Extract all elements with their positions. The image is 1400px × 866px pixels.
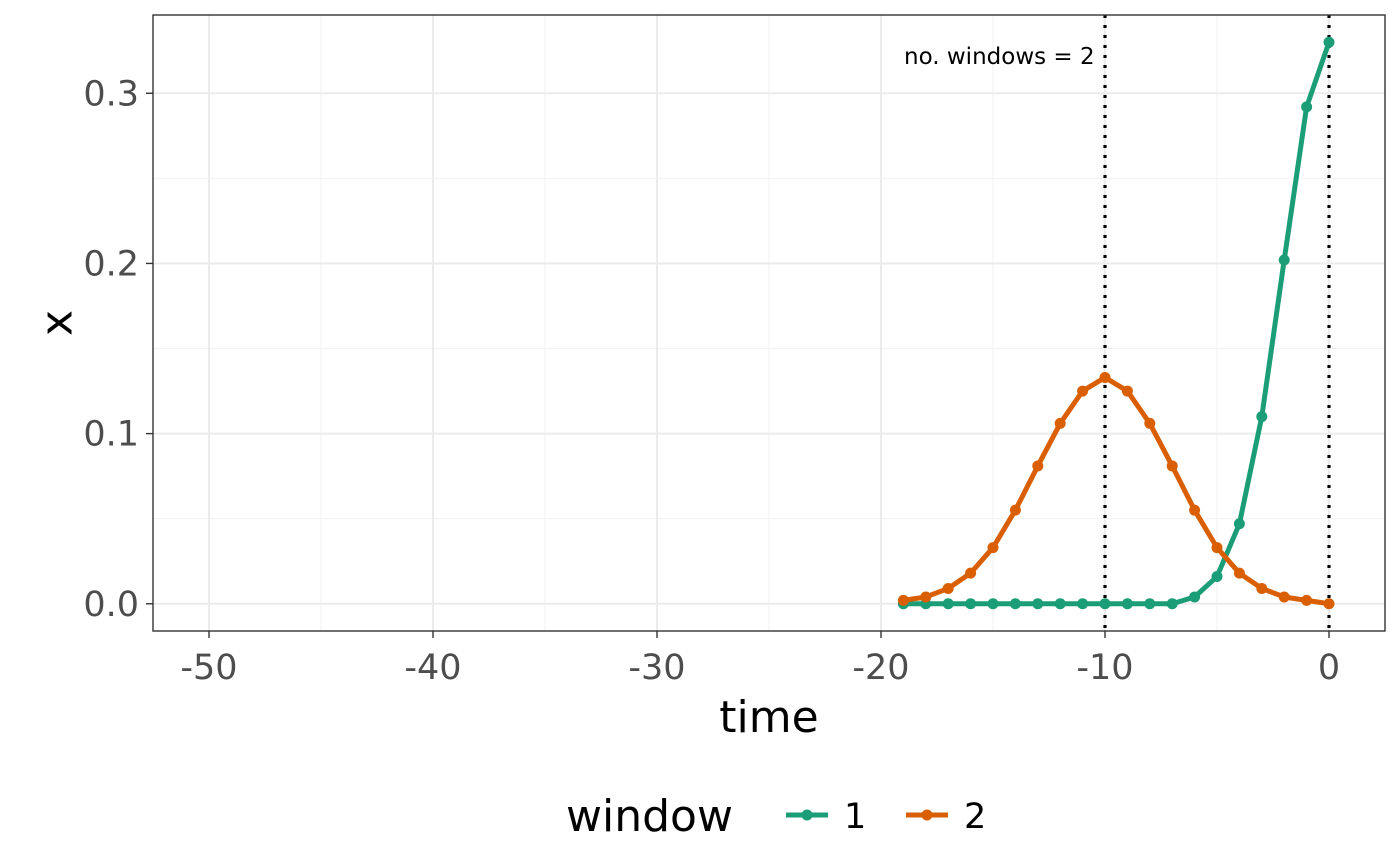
x-tick-label: -50 bbox=[180, 648, 237, 688]
data-point bbox=[1233, 567, 1245, 579]
data-point bbox=[1099, 598, 1111, 610]
y-axis-title: x bbox=[31, 310, 82, 336]
data-point bbox=[965, 567, 977, 579]
data-point bbox=[1323, 36, 1335, 48]
data-point bbox=[1121, 598, 1133, 610]
x-tick-label: -40 bbox=[404, 648, 461, 688]
data-point bbox=[1077, 598, 1089, 610]
y-tick-label: 0.3 bbox=[83, 74, 139, 114]
series-1 bbox=[897, 36, 1335, 610]
x-tick-label: -30 bbox=[628, 648, 685, 688]
legend-label: 1 bbox=[844, 797, 866, 837]
plot-panel-border bbox=[152, 14, 1386, 632]
legend-key-point bbox=[921, 809, 933, 821]
data-point bbox=[1121, 385, 1133, 397]
data-point bbox=[1233, 518, 1245, 530]
x-tick-label: -10 bbox=[1076, 648, 1133, 688]
y-tick-label: 0.1 bbox=[83, 415, 139, 455]
data-point bbox=[942, 598, 954, 610]
data-point bbox=[1144, 417, 1156, 429]
reference-lines bbox=[1103, 15, 1331, 631]
data-point bbox=[1301, 594, 1313, 606]
x-tick-label: 0 bbox=[1318, 648, 1340, 688]
axes: -50 -40 -30 -20 -10 0 0.0 0.1 0.2 0.3 bbox=[83, 74, 1340, 688]
legend-key-point bbox=[801, 809, 813, 821]
legend-label: 2 bbox=[964, 797, 986, 837]
legend-item-1: 1 bbox=[786, 797, 866, 837]
legend-item-2: 2 bbox=[906, 797, 986, 837]
series-line bbox=[900, 39, 1332, 607]
data-point bbox=[1032, 460, 1044, 472]
grid bbox=[153, 15, 1385, 631]
data-point bbox=[965, 598, 977, 610]
data-point bbox=[1077, 385, 1089, 397]
data-point bbox=[987, 598, 999, 610]
data-point bbox=[1009, 598, 1021, 610]
data-point bbox=[1278, 254, 1290, 266]
data-point bbox=[1278, 591, 1290, 603]
data-point bbox=[1189, 504, 1201, 516]
y-tick-label: 0.0 bbox=[83, 585, 139, 625]
series-lines bbox=[897, 36, 1335, 610]
legend-title: window bbox=[566, 791, 733, 842]
y-tick-label: 0.2 bbox=[83, 244, 139, 284]
data-point bbox=[987, 542, 999, 554]
data-point bbox=[1009, 504, 1021, 516]
data-point bbox=[1032, 598, 1044, 610]
data-point bbox=[1301, 101, 1313, 113]
series-2 bbox=[897, 371, 1335, 610]
data-point bbox=[1256, 411, 1268, 423]
data-point bbox=[1189, 591, 1201, 603]
annotation-label: no. windows = 2 bbox=[904, 44, 1095, 70]
x-tick-label: -20 bbox=[852, 648, 909, 688]
data-point bbox=[1211, 542, 1223, 554]
data-point bbox=[1144, 598, 1156, 610]
data-point bbox=[920, 591, 932, 603]
data-point bbox=[1166, 460, 1178, 472]
data-point bbox=[1099, 371, 1111, 383]
data-point bbox=[1054, 598, 1066, 610]
data-point bbox=[1166, 598, 1178, 610]
x-axis-title: time bbox=[719, 692, 818, 743]
data-point bbox=[897, 594, 909, 606]
data-point bbox=[1323, 598, 1335, 610]
data-point bbox=[1054, 417, 1066, 429]
data-point bbox=[942, 582, 954, 594]
data-point bbox=[1256, 582, 1268, 594]
data-point bbox=[1211, 571, 1223, 583]
